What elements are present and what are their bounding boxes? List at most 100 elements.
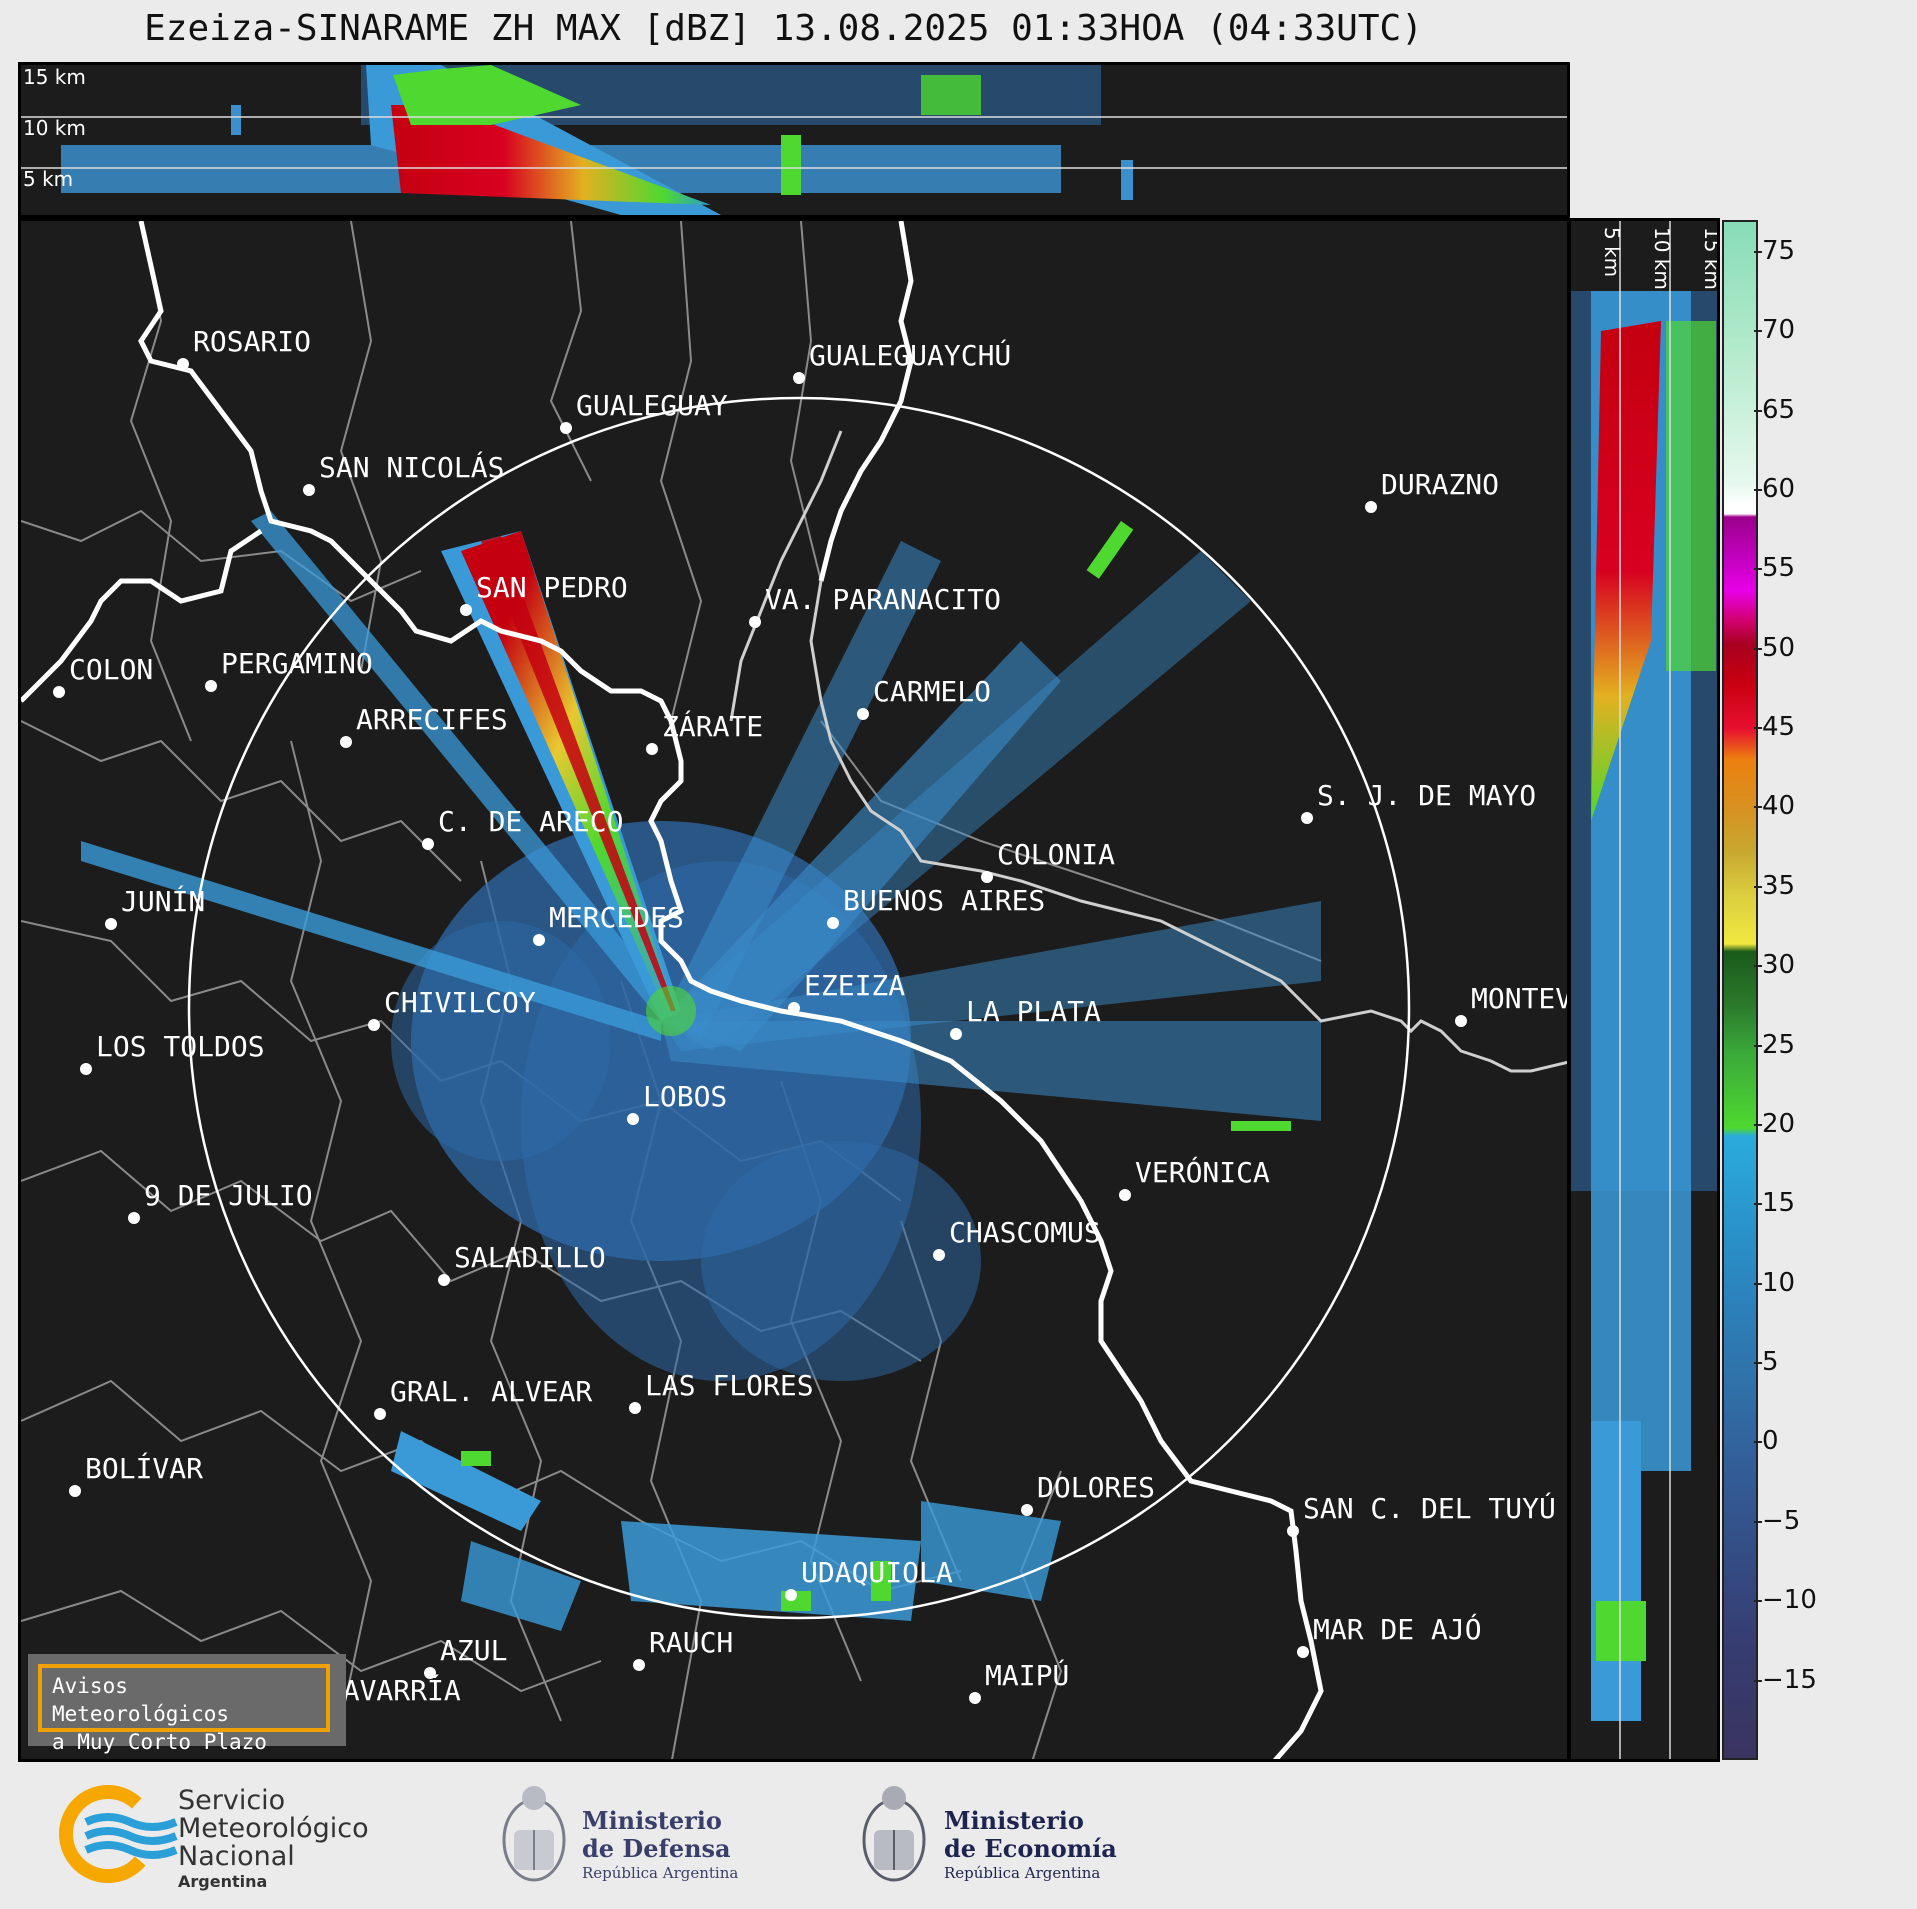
svg-text:GRAL. ALVEAR: GRAL. ALVEAR [390, 1375, 592, 1408]
smn-logo-mark [59, 1785, 178, 1883]
svg-text:EZEIZA: EZEIZA [804, 969, 905, 1002]
svg-text:CHIVILCOY: CHIVILCOY [384, 986, 536, 1019]
svg-text:MERCEDES: MERCEDES [549, 901, 684, 934]
city-va-paranacito: VA. PARANACITO [749, 583, 1001, 628]
economia-line3: República Argentina [944, 1864, 1101, 1882]
svg-text:SAN C. DEL TUYÚ: SAN C. DEL TUYÚ [1303, 1491, 1556, 1525]
city-c-de-areco: C. DE ARECO [422, 805, 623, 850]
svg-text:SALADILLO: SALADILLO [454, 1241, 606, 1274]
smn-line3: Nacional [178, 1841, 295, 1872]
economia-line2: de Economía [944, 1834, 1117, 1863]
city-veronica: VERÓNICA [1119, 1155, 1270, 1201]
city-montevideo: MONTEVIDEO [1455, 982, 1570, 1027]
city-azul: AZUL [424, 1634, 507, 1679]
avisos-line2: a Muy Corto Plazo [52, 1730, 267, 1754]
city-mar-de-ajo: MAR DE AJÓ [1297, 1612, 1482, 1658]
svg-text:S. J. DE MAYO: S. J. DE MAYO [1317, 779, 1536, 812]
avisos-box[interactable]: Avisos Meteorológicos a Muy Corto Plazo [28, 1654, 346, 1754]
colorbar-tick-label: 65 [1753, 394, 1796, 425]
smn-line1: Servicio [178, 1785, 286, 1816]
colorbar-tick-label: 0 [1754, 1426, 1779, 1457]
colorbar-tick-label: 75 [1753, 235, 1796, 266]
defensa-line2: de Defensa [582, 1834, 731, 1863]
svg-text:DOLORES: DOLORES [1037, 1471, 1155, 1504]
city-la-plata: LA PLATA [950, 995, 1101, 1040]
city-rauch: RAUCH [633, 1626, 733, 1671]
city-colonia: COLONIA [981, 838, 1115, 883]
city-carmelo: CARMELO [857, 675, 991, 720]
svg-text:C. DE ARECO: C. DE ARECO [438, 805, 623, 838]
side-label-15km: 15 km [1700, 227, 1720, 290]
city-san-c-del-tuyu: SAN C. DEL TUYÚ [1287, 1491, 1556, 1537]
defensa-line3: República Argentina [582, 1864, 739, 1882]
svg-text:GUALEGUAYCHÚ: GUALEGUAYCHÚ [809, 338, 1011, 372]
dbz-colorbar [1722, 220, 1758, 1760]
colorbar-tick-label: 55 [1753, 553, 1796, 584]
colorbar-tick-label: 45 [1753, 712, 1796, 743]
radar-map-canvas: ROSARIO GUALEGUAYCHÚ GUALEGUAY SAN NICOL… [21, 221, 1570, 1759]
svg-text:COLONIA: COLONIA [997, 838, 1115, 871]
city-bolivar: BOLÍVAR [69, 1451, 203, 1497]
top-label-10km: 10 km [23, 116, 86, 140]
svg-text:CHASCOMUS: CHASCOMUS [949, 1216, 1101, 1249]
svg-text:LA PLATA: LA PLATA [966, 995, 1101, 1028]
city-junin: JUNÍN [105, 884, 205, 930]
colorbar-tick-label: −15 [1754, 1664, 1817, 1695]
smn-line2: Meteorológico [178, 1813, 369, 1844]
svg-text:ARRECIFES: ARRECIFES [356, 703, 508, 736]
city-chascomus: CHASCOMUS [933, 1216, 1101, 1261]
city-arrecifes: ARRECIFES [340, 703, 508, 748]
svg-text:UDAQUIOLA: UDAQUIOLA [801, 1556, 953, 1589]
side-height-profile: 5 km 10 km 15 km [1568, 218, 1720, 1762]
svg-text:DURAZNO: DURAZNO [1381, 468, 1499, 501]
svg-text:LOS TOLDOS: LOS TOLDOS [96, 1030, 265, 1063]
side-label-5km: 5 km [1600, 227, 1624, 277]
city-rosario: ROSARIO [177, 325, 311, 370]
city-gualeguay: GUALEGUAY [560, 389, 728, 434]
city-9-de-julio: 9 DE JULIO [128, 1179, 313, 1224]
svg-text:MONTEVIDEO: MONTEVIDEO [1471, 982, 1570, 1015]
city-udaquiola: UDAQUIOLA [785, 1556, 953, 1601]
svg-text:BOLÍVAR: BOLÍVAR [85, 1451, 203, 1485]
avisos-label: Avisos Meteorológicos a Muy Corto Plazo [38, 1664, 330, 1754]
city-durazno: DURAZNO [1365, 468, 1499, 513]
svg-text:JUNÍN: JUNÍN [121, 884, 205, 918]
top-label-5km: 5 km [23, 167, 73, 191]
radar-echoes [81, 511, 1321, 1631]
city-chivilcoy: CHIVILCOY [368, 986, 536, 1031]
defensa-line1: Ministerio [582, 1806, 722, 1835]
colorbar-tick-label: 70 [1753, 315, 1796, 346]
city-gral-alvear: GRAL. ALVEAR [374, 1375, 592, 1420]
colorbar-tick-label: 30 [1753, 950, 1796, 981]
svg-text:BUENOS AIRES: BUENOS AIRES [843, 884, 1045, 917]
svg-text:ROSARIO: ROSARIO [193, 325, 311, 358]
colorbar-tick-label: 50 [1753, 632, 1796, 663]
city-zarate: ZÁRATE [646, 709, 763, 755]
top-height-profile: 15 km 10 km 5 km [18, 62, 1570, 218]
city-pergamino: PERGAMINO [205, 647, 373, 692]
city-los-toldos: LOS TOLDOS [80, 1030, 265, 1075]
radar-range-ring [187, 396, 1411, 1620]
colorbar-tick-label: 15 [1753, 1188, 1796, 1219]
smn-line4: Argentina [178, 1872, 268, 1891]
svg-text:CARMELO: CARMELO [873, 675, 991, 708]
svg-text:LOBOS: LOBOS [643, 1080, 727, 1113]
city-ezeiza: EZEIZA [788, 969, 905, 1014]
city-colon: COLON [53, 653, 153, 698]
radar-map: ROSARIO GUALEGUAYCHÚ GUALEGUAY SAN NICOL… [18, 218, 1570, 1762]
city-lobos: LOBOS [627, 1080, 727, 1125]
side-label-10km: 10 km [1650, 227, 1674, 290]
svg-text:SAN NICOLÁS: SAN NICOLÁS [319, 450, 504, 484]
svg-text:VA. PARANACITO: VA. PARANACITO [765, 583, 1001, 616]
city-mercedes: MERCEDES [533, 901, 684, 946]
colorbar-tick-label: 60 [1753, 473, 1796, 504]
top-label-15km: 15 km [23, 65, 86, 89]
colorbar-tick-label: 35 [1753, 870, 1796, 901]
city-maipu: MAIPÚ [969, 1658, 1069, 1704]
city-buenos-aires: BUENOS AIRES [827, 884, 1045, 929]
svg-text:COLON: COLON [69, 653, 153, 686]
city-saladillo: SALADILLO [438, 1241, 606, 1286]
top-profile-plot: 15 km 10 km 5 km [21, 65, 1567, 215]
economia-line1: Ministerio [944, 1806, 1084, 1835]
colorbar-tick-label: −10 [1754, 1585, 1817, 1616]
